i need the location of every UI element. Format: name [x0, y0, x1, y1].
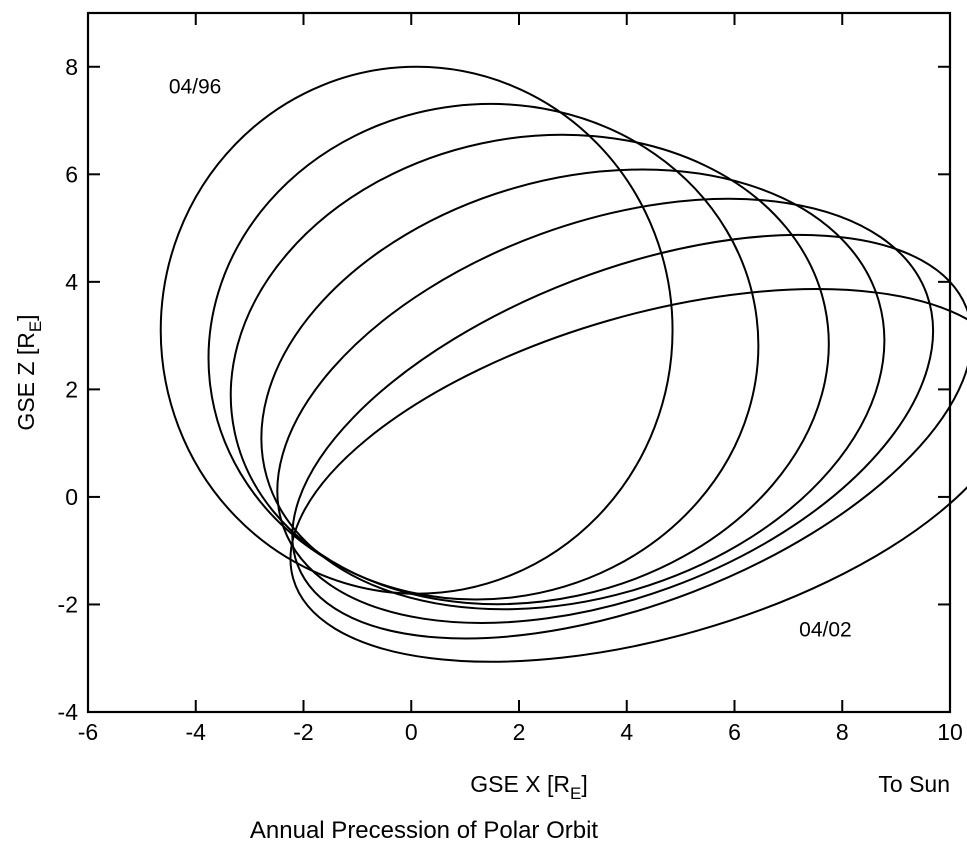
date-annotation-2: 04/02 — [799, 619, 852, 642]
y-tick-label: 6 — [65, 161, 78, 187]
orbit-series-group — [159, 65, 967, 663]
x-tick-label: -4 — [186, 719, 207, 745]
y-tick-label: -4 — [58, 699, 79, 725]
x-tick-label: 6 — [728, 719, 741, 745]
y-axis-label: GSE Z [RE] — [13, 314, 45, 430]
chart-caption: Annual Precession of Polar Orbit — [250, 817, 599, 844]
x-tick-label: -2 — [293, 719, 313, 745]
orbit-4 — [260, 168, 886, 611]
y-tick-label: 4 — [65, 269, 78, 295]
y-tick-label: 8 — [65, 54, 78, 80]
orbit-1 — [159, 65, 674, 595]
y-tick-label: 0 — [65, 484, 78, 510]
x-tick-label: -6 — [78, 719, 98, 745]
date-annotations: 04/96 04/02 — [169, 76, 852, 642]
y-axis-label-subscript: E — [26, 321, 45, 332]
orbit-2 — [207, 102, 760, 601]
orbit-5 — [276, 197, 935, 624]
x-axis-label: GSE X [RE] — [470, 771, 587, 803]
x-tick-label: 4 — [620, 719, 633, 745]
x-axis-label-subscript: E — [570, 784, 581, 803]
y-tick-label: -2 — [58, 591, 78, 617]
plot-frame — [86, 11, 952, 714]
x-tick-label: 8 — [836, 719, 849, 745]
x-tick-label: 2 — [513, 719, 526, 745]
date-annotation-1: 04/96 — [169, 76, 222, 99]
orbit-7 — [289, 288, 967, 663]
to-sun-label: To Sun — [878, 771, 950, 797]
axis-ticks — [87, 13, 951, 713]
x-tick-label: 10 — [937, 719, 963, 745]
orbit-3 — [229, 133, 830, 606]
x-tick-label: 0 — [405, 719, 418, 745]
y-tick-label: 2 — [65, 376, 78, 402]
